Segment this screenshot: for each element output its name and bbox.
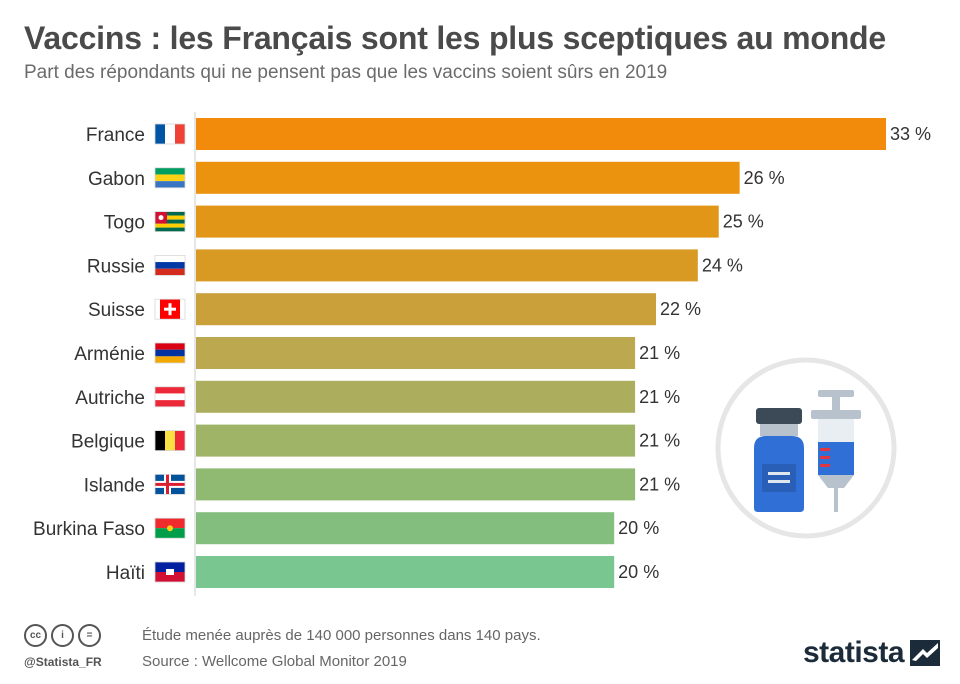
- category-label: Autriche: [75, 388, 145, 409]
- flag-gabon-icon: [154, 167, 186, 189]
- bar-haïti: [196, 556, 615, 588]
- flag-haiti-icon: [154, 561, 186, 583]
- flag-togo-icon: [154, 211, 186, 233]
- category-label: France: [86, 125, 145, 146]
- flag-switzerland-icon: [154, 298, 186, 320]
- brand-name: statista: [803, 636, 905, 669]
- vial-icon: [754, 408, 804, 512]
- study-note: Étude menée auprès de 140 000 personnes …: [142, 627, 541, 644]
- value-label: 24 %: [702, 255, 743, 275]
- category-label: Suisse: [88, 300, 145, 321]
- syringe-icon: [811, 390, 861, 512]
- bar-togo: [196, 205, 719, 238]
- license-icons: cc i =: [24, 624, 101, 647]
- bar-russie: [196, 249, 698, 282]
- bar-france: [196, 118, 886, 150]
- flag-austria-icon: [154, 386, 186, 408]
- value-label: 20 %: [618, 518, 659, 538]
- category-label: Arménie: [74, 344, 145, 365]
- flag-iceland-icon: [154, 473, 186, 495]
- category-label: Belgique: [71, 432, 145, 453]
- value-label: 21 %: [639, 474, 680, 494]
- by-icon: i: [51, 624, 74, 647]
- source-text: Source : Wellcome Global Monitor 2019: [142, 653, 407, 670]
- bar-belgique: [196, 424, 636, 457]
- value-label: 21 %: [639, 343, 680, 363]
- bar-suisse: [196, 293, 656, 326]
- category-label: Gabon: [88, 169, 145, 190]
- flag-france-icon: [154, 123, 186, 145]
- bar-burkina-faso: [196, 512, 615, 545]
- flag-belgium-icon: [154, 430, 186, 452]
- value-label: 33 %: [890, 124, 931, 144]
- flag-russia-icon: [154, 254, 186, 276]
- flag-burkina-faso-icon: [154, 517, 186, 539]
- illustration-circle: [715, 357, 897, 539]
- bar-islande: [196, 468, 636, 501]
- value-label: 26 %: [744, 168, 785, 188]
- category-label: Islande: [84, 475, 145, 496]
- value-label: 20 %: [618, 562, 659, 582]
- bar-autriche: [196, 380, 636, 413]
- cc-icon: cc: [24, 624, 47, 647]
- nd-icon: =: [78, 624, 101, 647]
- value-label: 25 %: [723, 212, 764, 232]
- chart-subtitle: Part des répondants qui ne pensent pas q…: [24, 62, 668, 83]
- bar-arménie: [196, 337, 636, 369]
- value-label: 21 %: [639, 387, 680, 407]
- statista-brand[interactable]: statista: [803, 636, 941, 670]
- category-label: Haïti: [106, 563, 145, 584]
- flag-armenia-icon: [154, 342, 186, 364]
- category-label: Russie: [87, 256, 145, 277]
- vaccine-vial-and-syringe-icon: [715, 357, 897, 539]
- statista-logo-icon: [910, 640, 941, 666]
- value-label: 22 %: [660, 299, 701, 319]
- category-label: Togo: [104, 213, 145, 234]
- bar-chart: 33 % France 26 % Gabon 25 % Togo 24 % Russie 22 …: [33, 112, 931, 596]
- category-label: Burkina Faso: [33, 519, 145, 540]
- bar-gabon: [196, 161, 740, 194]
- value-label: 21 %: [639, 431, 680, 451]
- chart-title: Vaccins : les Français sont les plus sce…: [24, 20, 887, 56]
- twitter-handle[interactable]: @Statista_FR: [24, 655, 102, 669]
